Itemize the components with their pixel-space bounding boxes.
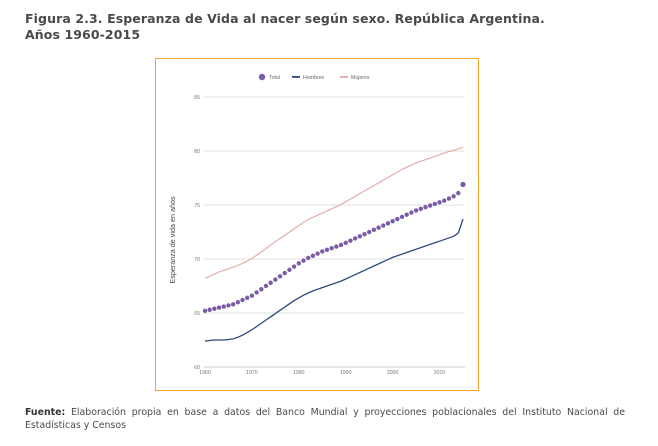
x-tick-label: 1990	[340, 370, 352, 376]
source-note: Fuente: Elaboración propia en base a dat…	[25, 407, 625, 432]
legend: Total Hombres Mujeres	[258, 73, 370, 81]
data-point-total-1984	[315, 251, 320, 256]
x-tick-label: 1960	[199, 370, 211, 376]
data-point-total-2005	[413, 208, 419, 213]
data-point-total-1983	[310, 253, 316, 258]
data-point-total-1993	[357, 234, 362, 239]
legend-label-total: Total	[269, 75, 280, 81]
data-point-total-1990	[343, 240, 348, 245]
x-tick-label: 2000	[387, 370, 399, 376]
data-point-total-1967	[235, 300, 241, 305]
data-point-total-1988	[334, 244, 339, 249]
data-point-total-1976	[277, 274, 283, 279]
y-tick-label: 70	[194, 257, 200, 263]
data-point-total-2002	[399, 214, 405, 220]
legend-marker-total	[258, 73, 266, 81]
x-tick-label: 1980	[293, 370, 305, 376]
data-point-total-1997	[376, 225, 381, 230]
data-point-total-2009	[432, 201, 438, 207]
y-tick-label: 60	[194, 365, 200, 371]
legend-label-hombres: Hombres	[303, 75, 324, 81]
source-label: Fuente:	[25, 407, 66, 418]
y-tick-label: 75	[194, 203, 200, 209]
data-point-total-1992	[352, 236, 358, 241]
data-point-total-2003	[404, 212, 409, 217]
data-point-total-1987	[329, 246, 334, 251]
data-point-total-1989	[338, 242, 344, 248]
data-point-total-2013	[451, 194, 456, 199]
data-point-total-1968	[240, 297, 245, 303]
data-point-total-1986	[324, 247, 330, 253]
data-point-total-1982	[306, 255, 311, 261]
x-tick-label: 2010	[434, 370, 446, 376]
source-text: Elaboración propia en base a datos del B…	[25, 407, 625, 431]
series-line-mujeres	[204, 146, 464, 279]
data-point-total-2012	[446, 196, 452, 201]
figure-title-line1: Figura 2.3. Esperanza de Vida al nacer s…	[25, 11, 545, 26]
legend-marker-mujeres	[340, 76, 348, 78]
data-point-total-1980	[296, 261, 302, 266]
y-axis-label: Esperanza de vida en años	[168, 196, 177, 284]
data-point-total-1974	[268, 280, 273, 285]
data-point-total-1971	[254, 290, 259, 295]
y-tick-label: 85	[194, 95, 200, 101]
chart-frame	[155, 58, 479, 391]
data-point-total-1998	[381, 223, 386, 228]
figure-title: Figura 2.3. Esperanza de Vida al nacer s…	[25, 11, 545, 43]
data-point-total-1979	[291, 264, 297, 269]
data-point-total-1994	[362, 231, 367, 237]
series-line-hombres	[204, 218, 464, 342]
data-point-total-1978	[287, 267, 292, 272]
y-tick-label: 65	[194, 311, 200, 317]
data-point-total-1985	[320, 249, 325, 254]
data-point-total-1973	[263, 283, 269, 289]
data-point-total-1963	[216, 305, 222, 310]
data-point-total-1981	[301, 258, 306, 263]
data-point-total-1977	[282, 270, 287, 276]
data-point-total-1966	[230, 302, 236, 307]
data-point-total-2000	[390, 219, 395, 224]
data-point-total-2014	[456, 190, 461, 196]
data-point-total-2010	[437, 200, 442, 205]
data-point-total-2015	[460, 181, 466, 188]
data-point-total-1964	[221, 304, 226, 309]
data-point-total-2006	[418, 206, 423, 211]
data-point-total-1965	[226, 303, 231, 308]
legend-marker-hombres	[292, 76, 300, 78]
data-point-total-1999	[385, 221, 391, 226]
figure-title-line2: Años 1960-2015	[25, 27, 141, 42]
x-tick-label: 1970	[246, 370, 258, 376]
legend-label-mujeres: Mujeres	[351, 75, 370, 81]
data-point-total-2007	[423, 204, 428, 210]
data-point-total-1969	[245, 295, 250, 301]
data-point-total-1961	[207, 307, 212, 312]
data-point-total-1991	[348, 238, 353, 243]
data-point-total-2011	[442, 198, 447, 203]
data-point-total-1962	[212, 306, 217, 311]
series-dots-total	[202, 181, 466, 314]
data-point-total-1975	[273, 277, 278, 282]
data-point-total-2008	[427, 203, 433, 208]
data-point-total-1960	[202, 308, 208, 314]
y-tick-label: 80	[194, 149, 200, 155]
data-point-total-2004	[409, 210, 414, 215]
data-point-total-1970	[249, 293, 255, 298]
data-point-total-1972	[259, 287, 264, 292]
data-point-total-2001	[395, 216, 400, 222]
data-point-total-1996	[371, 227, 377, 233]
data-point-total-1995	[366, 229, 372, 235]
